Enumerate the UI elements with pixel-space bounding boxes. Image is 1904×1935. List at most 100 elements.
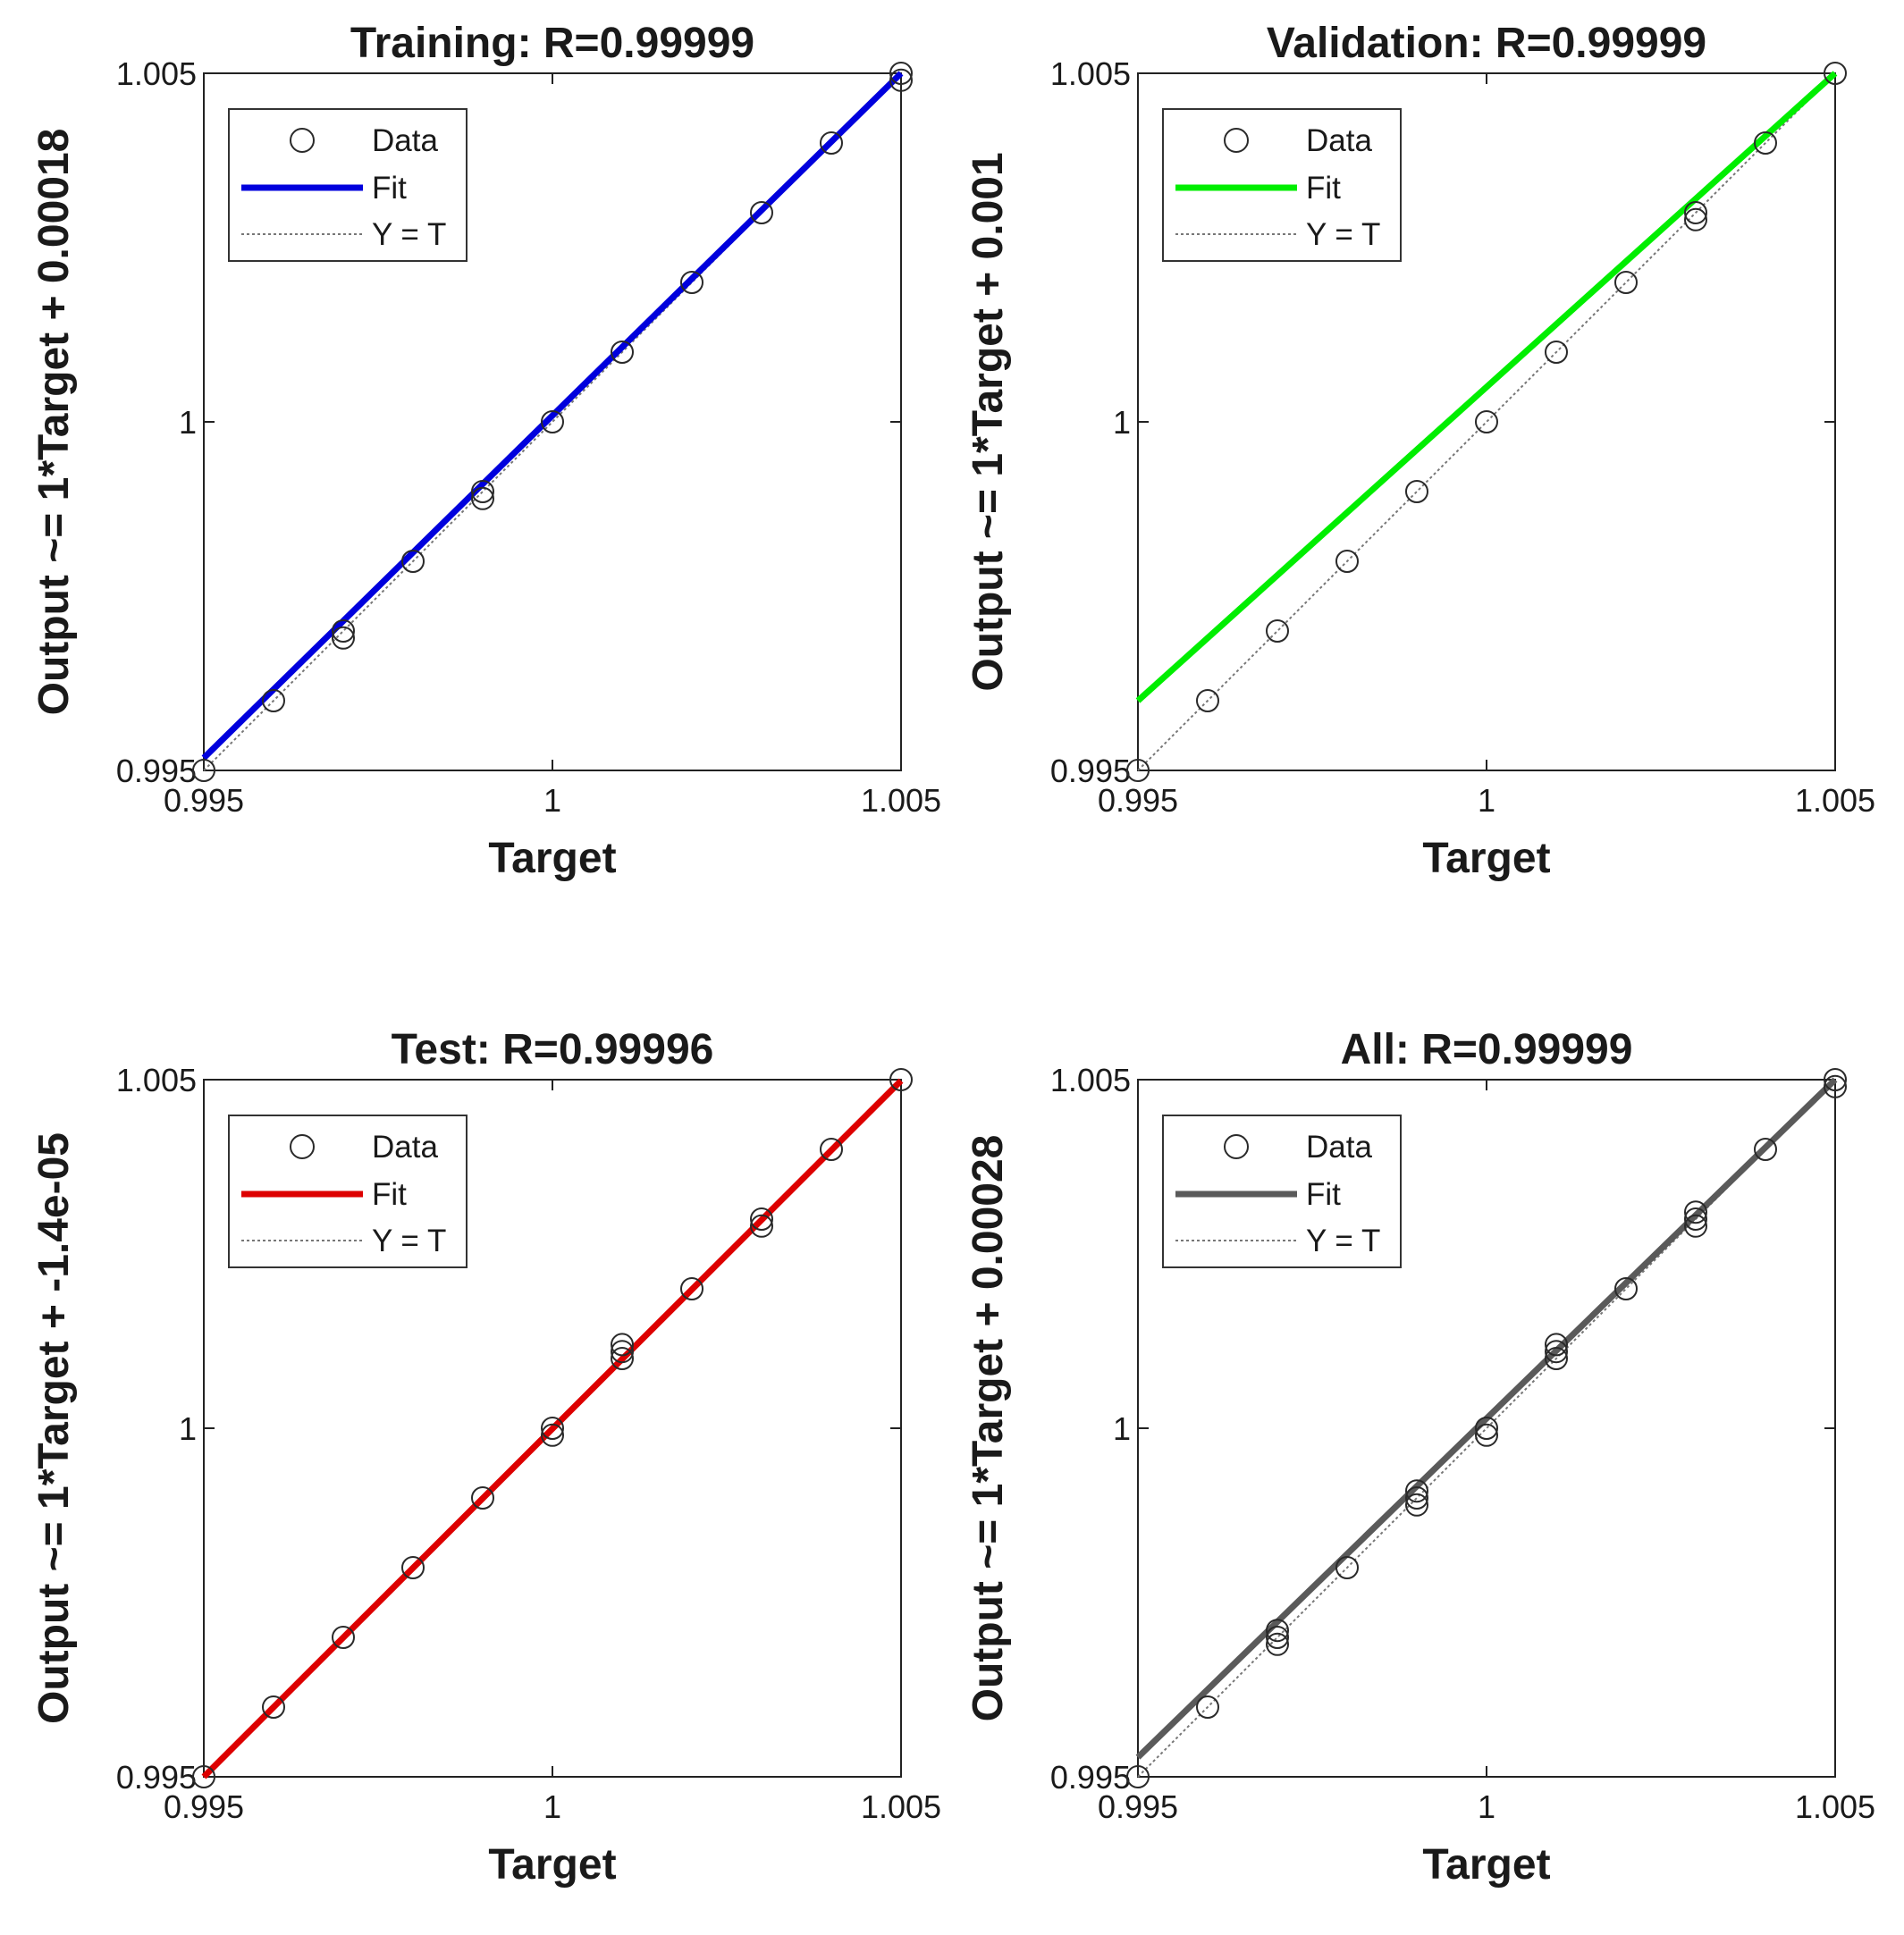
data-point [192,1765,215,1788]
data-point [889,1068,913,1091]
legend: Data Fit Y = T [1162,1115,1402,1268]
data-point [680,271,703,294]
legend-entry-identity: Y = T [372,217,446,252]
data-point [401,1556,425,1579]
data-point [1405,1486,1428,1510]
legend-entry-data: Data [372,1130,438,1165]
data-point [820,131,843,155]
data-point [192,759,215,782]
legend: Data Fit Y = T [228,1115,468,1268]
legend-entry-identity: Y = T [1306,217,1380,252]
y-tick-label: 1.005 [116,1062,197,1098]
x-tick-label: 1 [1478,782,1495,819]
data-point [262,689,285,712]
legend-data-marker [1224,1134,1249,1159]
data-point [750,201,773,224]
chart-title: Validation: R=0.99999 [1267,20,1706,67]
y-tick-label: 1 [1113,404,1131,441]
y-axis-label: Output ~= 1*Target + 0.001 [965,152,1012,691]
data-point [820,1138,843,1161]
data-point [750,1214,773,1238]
x-tick-label: 1.005 [861,1788,941,1825]
data-point [1196,1695,1219,1719]
data-point [1614,271,1638,294]
data-point [1475,1423,1498,1447]
data-point [332,626,355,650]
legend-entry-identity: Y = T [372,1224,446,1258]
data-point [1405,1479,1428,1503]
x-axis-label: Target [488,1841,616,1889]
data-point [541,1423,564,1447]
chart-title: Test: R=0.99996 [392,1026,714,1073]
x-tick-label: 1 [1478,1788,1495,1825]
y-tick-label: 0.995 [116,753,197,789]
data-point [1545,1347,1568,1370]
data-point [1545,1340,1568,1364]
y-tick-label: 0.995 [116,1759,197,1796]
y-tick-label: 0.995 [1050,1759,1131,1796]
data-point [541,1417,564,1440]
legend-entry-data: Data [1306,1130,1372,1165]
data-point [1754,131,1777,155]
data-point [471,1486,494,1510]
legend: Data Fit Y = T [1162,108,1402,262]
legend-entry-fit: Fit [1306,1177,1341,1212]
x-tick-label: 1.005 [1795,782,1875,819]
x-axis-label: Target [1422,835,1550,882]
data-point [750,1207,773,1231]
x-tick-label: 0.995 [1098,1788,1178,1825]
y-tick-label: 1.005 [116,55,197,92]
data-point [1475,1417,1498,1440]
data-point [680,1277,703,1300]
data-point [401,550,425,573]
data-point [611,1347,634,1370]
x-tick-label: 0.995 [1098,782,1178,819]
data-point [1266,1626,1289,1649]
y-tick-label: 1 [1113,1410,1131,1447]
y-axis-label: Output ~= 1*Target + 0.00028 [965,1135,1012,1722]
legend-data-marker [290,1134,315,1159]
data-point [1335,550,1359,573]
data-point [1754,1138,1777,1161]
legend-entry-fit: Fit [1306,171,1341,206]
data-point [332,1626,355,1649]
x-axis-label: Target [488,835,616,882]
identity-line [1137,72,1836,771]
data-point [1266,1619,1289,1643]
fit-line [1135,71,1838,703]
x-tick-label: 1.005 [861,782,941,819]
x-tick-label: 0.995 [164,1788,244,1825]
y-axis-label: Output ~= 1*Target + 0.00018 [30,129,78,716]
data-point [889,68,913,92]
data-point [611,341,634,364]
data-point [1824,62,1847,85]
data-point [1126,759,1150,782]
legend-data-marker [290,128,315,153]
x-tick-label: 0.995 [164,782,244,819]
x-tick-label: 1 [543,1788,561,1825]
y-tick-label: 1 [179,1410,197,1447]
data-point [1684,207,1707,231]
data-point [262,1695,285,1719]
data-point [1405,1493,1428,1517]
data-point [1824,1068,1847,1091]
data-point [471,480,494,503]
y-tick-label: 0.995 [1050,753,1131,789]
data-point [332,619,355,643]
data-point [1684,1214,1707,1238]
data-point [1475,410,1498,433]
data-point [1126,1765,1150,1788]
data-point [1405,480,1428,503]
data-point [1614,1277,1638,1300]
legend-entry-identity: Y = T [1306,1224,1380,1258]
data-point [471,486,494,510]
data-point [889,62,913,85]
legend-entry-data: Data [1306,123,1372,158]
legend-data-marker [1224,128,1249,153]
data-point [1545,341,1568,364]
data-point [1684,1207,1707,1231]
